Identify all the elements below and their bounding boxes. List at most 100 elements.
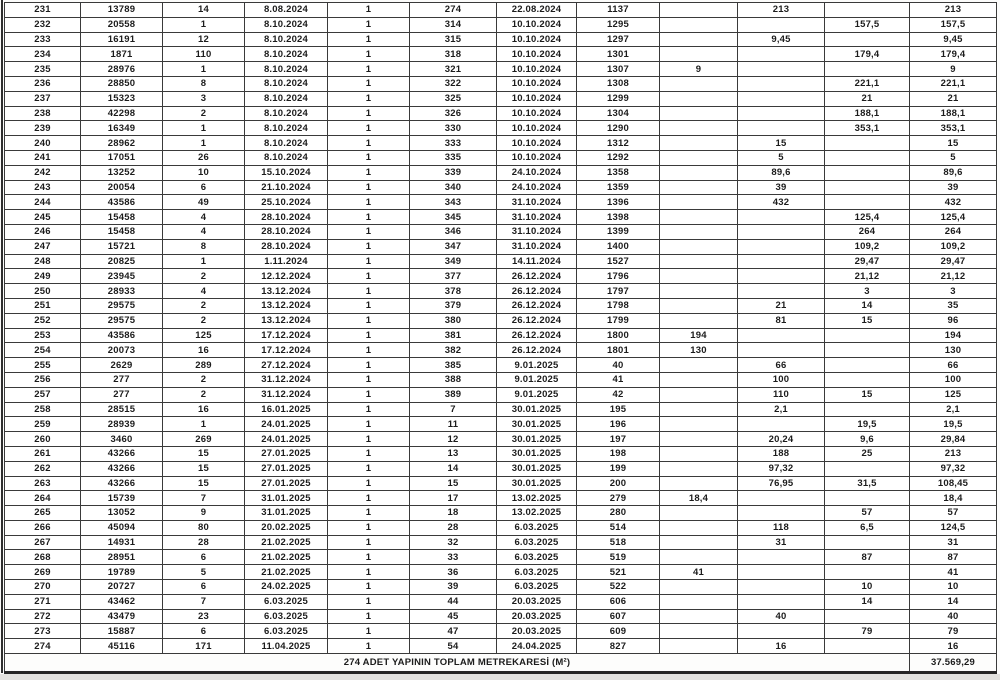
table-cell: 379 [409,297,497,314]
table-cell: 28933 [80,283,163,299]
table-cell: 1312 [576,135,660,151]
table-cell: 16 [162,342,245,359]
total-square-meters-value: 37.569,29 [909,653,997,676]
table-cell: 6 [162,623,245,640]
table-cell [737,327,825,344]
table-cell: 382 [409,342,497,359]
table-cell: 260 [4,431,81,447]
table-cell: 47 [409,623,497,640]
table-row: 232 20558 1 8.10.2024 1 314 10.10.2024 1295 157,… [4,16,997,33]
table-cell: 29,84 [909,431,997,447]
table-cell: 124,5 [909,519,997,536]
table-cell: 10 [909,579,997,595]
table-cell: 1 [327,623,410,640]
table-cell: 1 [327,534,410,551]
table-cell: 14 [909,593,997,610]
table-cell: 254 [4,342,81,359]
table-cell: 6 [162,179,245,196]
table-row: 255 2629 289 27.12.2024 1 385 9.01.2025 40 66 66 [4,357,997,373]
table-cell [737,209,825,225]
table-cell: 346 [409,223,497,240]
table-cell: 57 [909,505,997,521]
table-cell: 8.08.2024 [244,2,328,18]
table-cell [737,505,825,521]
table-cell: 13.02.2025 [496,505,577,521]
table-cell: 2 [162,371,245,388]
table-cell: 1 [327,268,410,285]
table-cell: 43266 [80,460,163,477]
table-cell: 9,45 [737,31,825,48]
table-cell: 6.03.2025 [496,519,577,536]
table-cell: 8 [162,75,245,92]
table-cell: 1798 [576,297,660,314]
table-cell: 1797 [576,283,660,299]
table-cell: 235 [4,61,81,77]
table-cell: 3 [162,90,245,107]
table-row: 261 43266 15 27.01.2025 1 13 30.01.2025 198 188 2… [4,445,997,462]
table-cell [659,519,738,536]
table-cell: 15 [824,386,910,403]
table-row: 256 277 2 31.12.2024 1 388 9.01.2025 41 100 100 [4,371,997,388]
table-cell: 13 [409,445,497,462]
table-cell: 12 [162,31,245,48]
table-cell: 13052 [80,505,163,521]
table-cell: 234 [4,46,81,63]
table-cell: 5 [162,564,245,581]
table-cell: 27.01.2025 [244,460,328,477]
table-cell: 1 [327,297,410,314]
table-row: 265 13052 9 31.01.2025 1 18 13.02.2025 280 57 57 [4,505,997,521]
table-cell [737,105,825,122]
table-cell: 242 [4,164,81,181]
table-cell: 9.01.2025 [496,386,577,403]
table-cell: 381 [409,327,497,344]
table-cell: 14 [409,460,497,477]
table-cell: 9 [909,61,997,77]
table-cell [659,297,738,314]
table-cell: 24.10.2024 [496,164,577,181]
table-row: 237 15323 3 8.10.2024 1 325 10.10.2024 1299 21 21 [4,90,997,107]
table-cell: 26.12.2024 [496,342,577,359]
table-cell: 19,5 [909,416,997,433]
table-row: 244 43586 49 25.10.2024 1 343 31.10.2024 1396 43… [4,194,997,211]
table-cell: 1 [327,179,410,196]
table-cell: 20.02.2025 [244,519,328,536]
table-cell: 239 [4,120,81,137]
table-cell: 255 [4,357,81,373]
table-cell: 269 [4,564,81,581]
table-cell: 1.11.2024 [244,253,328,270]
table-cell: 10.10.2024 [496,75,577,92]
table-cell: 24.10.2024 [496,179,577,196]
table-cell: 16 [909,638,997,655]
table-cell: 4 [162,209,245,225]
table-cell: 125 [909,386,997,403]
table-cell: 30.01.2025 [496,460,577,477]
table-row: 252 29575 2 13.12.2024 1 380 26.12.2024 1799 81 1… [4,312,997,329]
table-cell: 41 [909,564,997,581]
table-cell: 1359 [576,179,660,196]
table-cell: 20825 [80,253,163,270]
table-cell: 277 [80,386,163,403]
table-cell: 264 [4,490,81,507]
table-cell: 125,4 [909,209,997,225]
table-cell: 1290 [576,120,660,137]
table-cell: 340 [409,179,497,196]
table-cell: 339 [409,164,497,181]
table-cell: 7 [409,401,497,418]
table-cell: 97,32 [909,460,997,477]
table-cell: 8.10.2024 [244,75,328,92]
table-cell: 9 [659,61,738,77]
table-cell [737,16,825,33]
table-row: 236 28850 8 8.10.2024 1 322 10.10.2024 1308 221,… [4,75,997,92]
table-row: 273 15887 6 6.03.2025 1 47 20.03.2025 609 79 79 [4,623,997,640]
table-cell: 179,4 [909,46,997,63]
table-cell: 89,6 [737,164,825,181]
table-cell: 18 [409,505,497,521]
table-cell: 607 [576,608,660,625]
table-cell: 31.10.2024 [496,209,577,225]
table-row: 268 28951 6 21.02.2025 1 33 6.03.2025 519 87 87 [4,549,997,566]
table-cell [659,2,738,18]
table-cell: 8.10.2024 [244,61,328,77]
table-cell: 197 [576,431,660,447]
table-cell: 258 [4,401,81,418]
table-cell: 24.02.2025 [244,579,328,595]
